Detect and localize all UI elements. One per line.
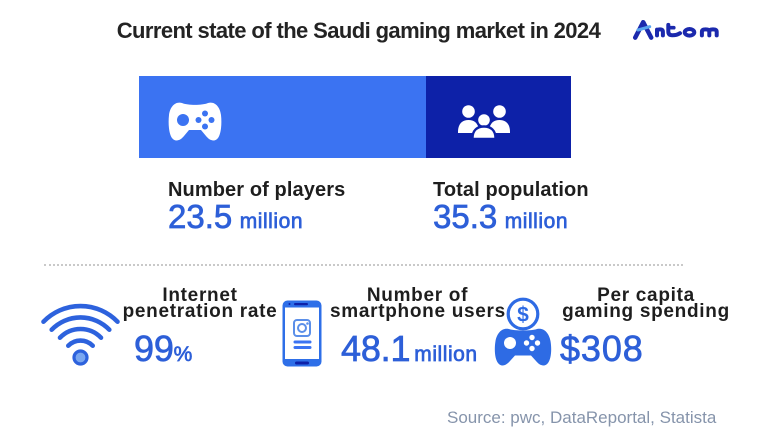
svg-text:$: $ <box>517 304 529 327</box>
